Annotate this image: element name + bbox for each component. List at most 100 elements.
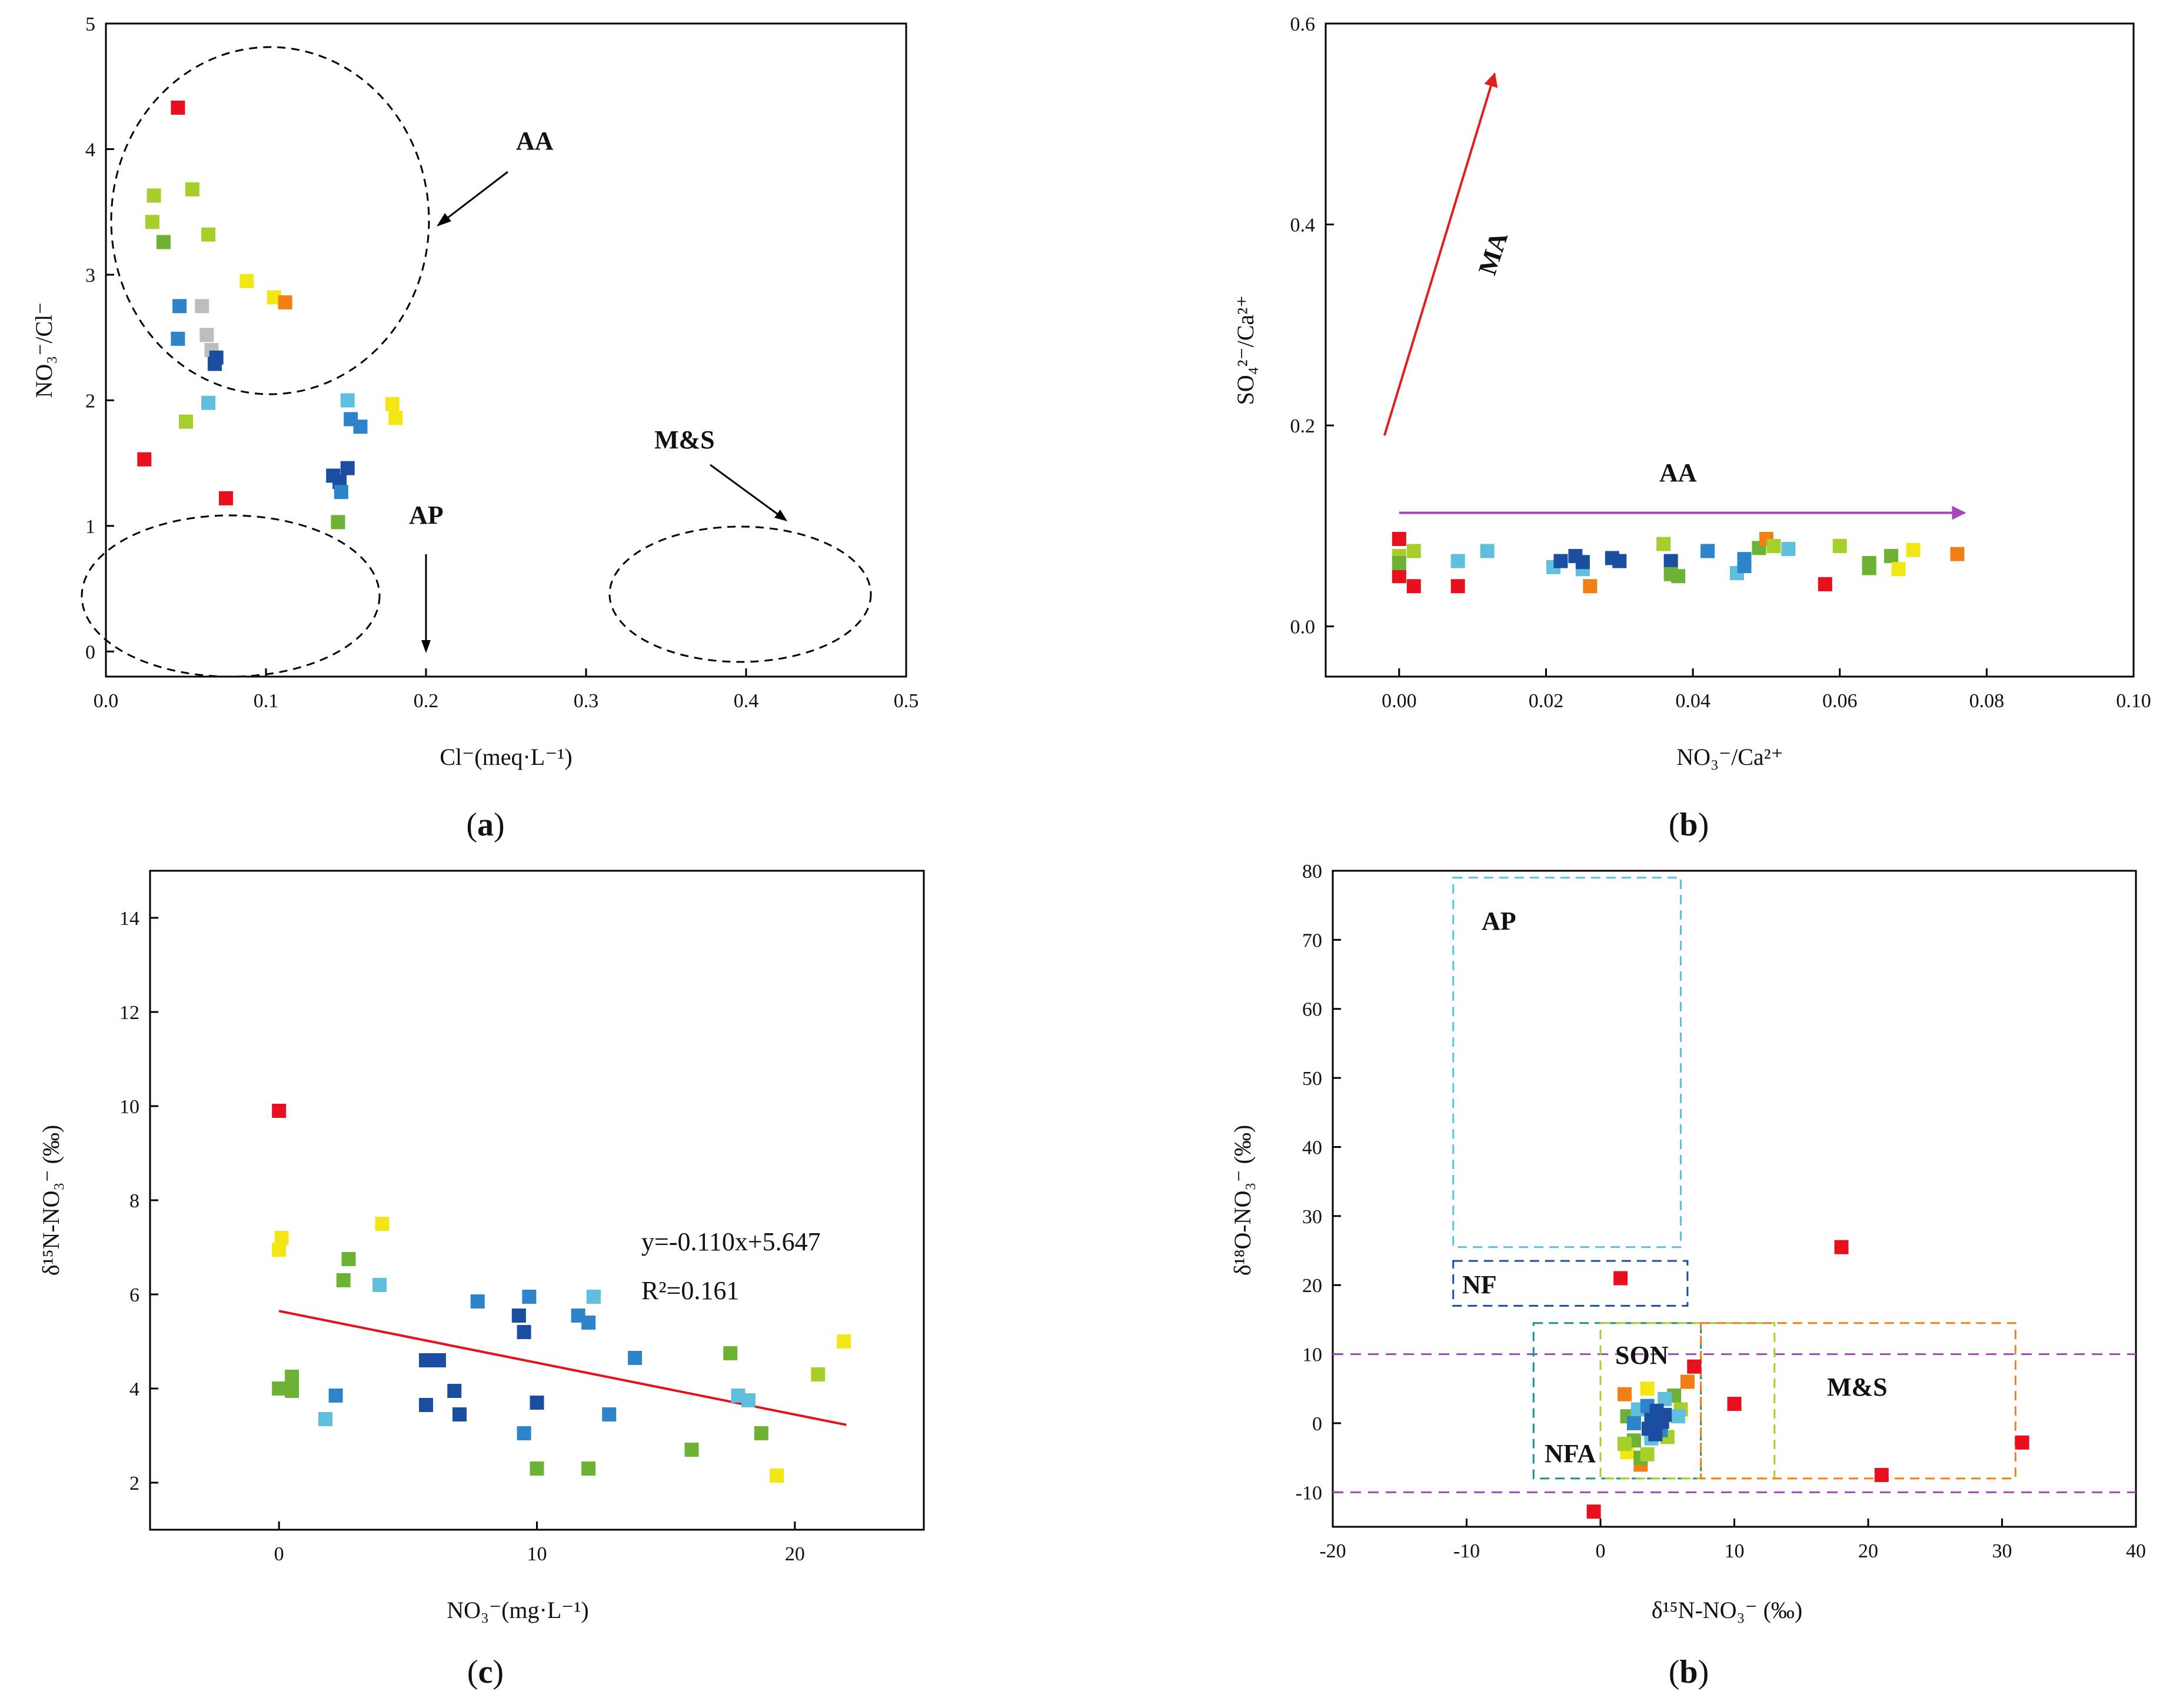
panel-c-data-point [522,1290,537,1304]
panel-b-data-point [1663,554,1678,568]
panel-d-x-axis-label: δ¹⁵N-NO₃⁻ (‰) [1652,1597,1802,1623]
panel-b-y-tick-label: 0.6 [1290,14,1316,35]
panel-d-annotation-nf: NF [1462,1270,1497,1299]
panel-b-data-point [1891,562,1906,577]
panel-c-data-point [517,1426,531,1440]
panel-a-data-point [207,357,222,371]
panel-c-data-point [684,1443,699,1457]
panel-a-x-tick-label: 0.2 [414,690,439,712]
panel-c-caption-letter: c [478,1654,493,1690]
panel-a-data-point [340,393,355,408]
panel-b-data-point [1392,569,1406,584]
panel-c-fit-r2: R²=0.161 [641,1276,739,1305]
panel-d-x-tick-label: -20 [1319,1540,1346,1562]
panel-b: 0.00 0.02 0.04 0.06 0.08 0.100.00.20.40.6 MA … [1232,14,2151,843]
panel-c-y-tick-label: 4 [129,1379,139,1400]
panel-b-ticks: 0.00 0.02 0.04 0.06 0.08 0.10 0.0 0.2 0.4 0.6 [1290,14,2151,712]
panel-c-marks [272,1104,851,1483]
panel-c-x-tick-label: 20 [785,1543,805,1565]
panel-d-x-tick-label: -10 [1453,1540,1480,1562]
panel-d-data-point [1874,1467,1889,1482]
panel-d-data-point [1670,1409,1685,1424]
panel-d-region-son [1599,1322,1776,1480]
panel-c-y-tick-label: 8 [129,1190,139,1212]
panel-d-ticks: -20 -10 0 10 20 30 40 -10 0 10 20 30 40 50 60 70 80 [1296,861,2146,1562]
panel-c-data-point [741,1393,756,1407]
panel-b-caption: (b) [1669,807,1709,843]
panel-d-y-tick-label: 70 [1302,930,1322,951]
panel-a-data-point [278,295,292,309]
panel-b-data-point [1832,539,1847,553]
panel-c-data-point [419,1398,434,1412]
panel-a-y-tick-label: 3 [85,265,95,287]
panel-a-data-point [195,299,209,314]
panel-d-y-tick-label: 50 [1302,1068,1322,1090]
panel-c-data-point [586,1290,601,1304]
panel-b-data-point [1884,549,1899,564]
panel-a-arrowhead-aa [437,213,451,227]
panel-a-data-point [156,235,171,249]
panel-b-y-tick-label: 0.0 [1290,617,1316,638]
panel-a-caption-letter: a [477,807,494,843]
panel-d-data-point [1617,1437,1632,1451]
panel-c-y-tick-label: 2 [129,1473,139,1494]
panel-d-data-point [1834,1240,1849,1254]
panel-a-annotation-ap: AP [409,501,444,530]
panel-c-data-point [602,1407,617,1421]
panel-a-ticks: 0.0 0.1 0.2 0.3 0.4 0.5 0 1 2 3 4 5 [85,14,919,712]
panel-c-data-point [272,1243,287,1257]
panel-a-data-point [334,485,348,500]
panel-a-y-tick-label: 5 [85,14,95,35]
panel-b-y-tick-label: 0.2 [1290,415,1316,437]
panel-c-data-point [517,1325,531,1339]
panel-a-data-point [145,215,159,229]
panel-d-y-tick-label: 0 [1312,1413,1322,1435]
panel-c-data-point [272,1104,287,1118]
panel-b-marks [1392,532,1965,594]
panel-c-data-point [285,1384,300,1398]
panel-b-caption-letter: b [1679,807,1698,843]
panel-a-data-point [331,515,345,530]
panel-a-x-tick-label: 0.4 [734,690,759,712]
panel-a-arrowhead-ap [421,640,431,653]
panel-a-marks [137,101,403,530]
panel-c-data-point [530,1461,544,1476]
panel-d-marks [1586,1240,2029,1519]
panel-d-annotation-nfa: NFA [1545,1439,1596,1468]
panel-d-x-tick-label: 30 [1992,1540,2012,1562]
panel-a-x-tick-label: 0.1 [254,690,279,712]
panel-a-arrow-aa [440,171,508,225]
panel-a-ellipse-ap [81,514,381,678]
panel-c-data-point [581,1316,596,1330]
panel-c-x-tick-label: 0 [274,1543,284,1565]
panel-c-data-point [318,1412,333,1426]
panel-b-plot-frame [1325,22,2135,678]
panel-b-data-point [1781,542,1796,557]
panel-d-y-tick-label: -10 [1296,1482,1322,1504]
panel-c-data-point [328,1389,343,1403]
panel-d: -20 -10 0 10 20 30 40 -10 0 10 20 30 40 50 60 70 80 AP N… [1229,861,2146,1690]
panel-a-x-axis-label: Cl⁻(meq·L⁻¹) [440,744,572,770]
panel-d-caption-letter: b [1679,1654,1698,1690]
panel-d-y-tick-label: 80 [1302,861,1322,883]
panel-d-y-tick-label: 30 [1302,1206,1322,1228]
panel-a-y-tick-label: 4 [85,139,95,161]
panel-d-data-point [1617,1387,1632,1401]
panel-a-x-tick-label: 0.3 [574,690,599,712]
panel-c: 0 10 20 2 4 6 8 10 12 14 y=-0.110x+5.647 R²=0.161… [38,870,925,1690]
panel-a-data-point [179,414,193,429]
panel-c-x-axis-label: NO₃⁻(mg·L⁻¹) [447,1597,588,1623]
panel-b-data-point [1737,559,1752,574]
panel-a-data-point [137,452,152,467]
panel-c-data-point [447,1384,462,1398]
panel-a-data-point [340,461,355,475]
panel-c-caption: (c) [467,1654,504,1690]
panel-b-data-point [1862,561,1876,575]
panel-b-x-tick-label: 0.02 [1529,690,1564,712]
panel-d-annotation-son: SON [1615,1341,1669,1370]
panel-d-regions [1333,877,2136,1493]
panel-c-data-point [272,1381,287,1396]
panel-a-data-point [385,397,400,411]
panel-a-ellipse-ms [608,525,872,663]
